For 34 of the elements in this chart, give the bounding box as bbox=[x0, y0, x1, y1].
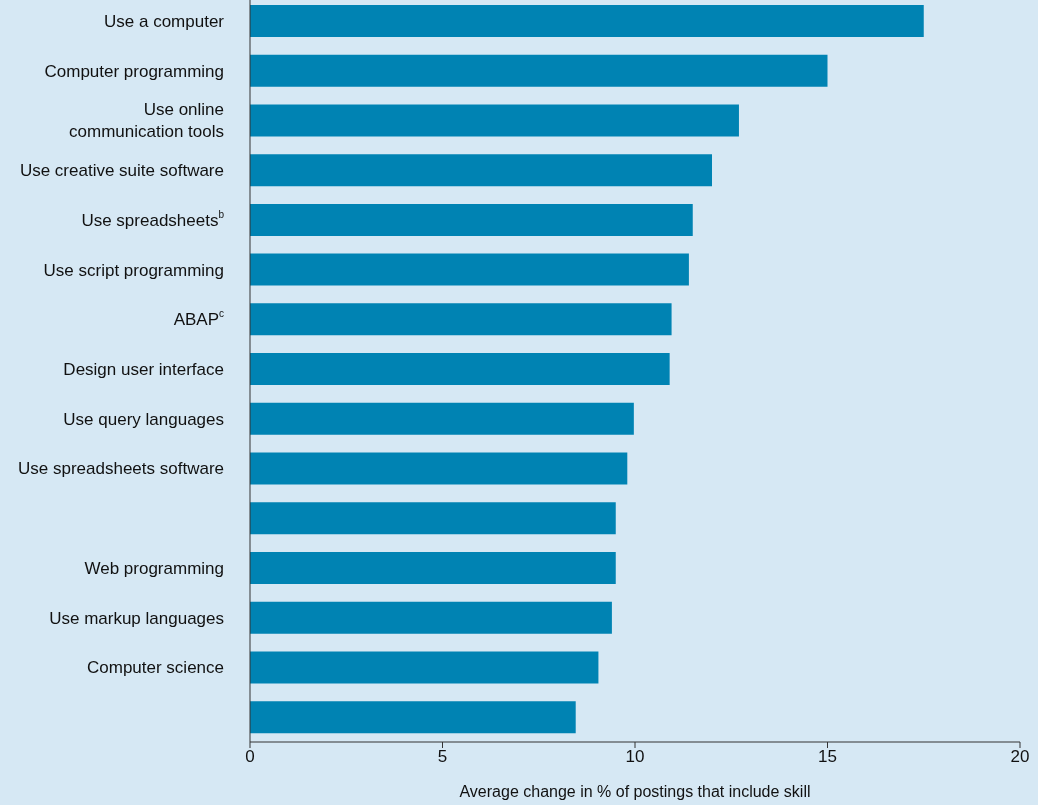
y-tick-label: Use creative suite software bbox=[19, 160, 224, 180]
y-tick-label: Use markup languages bbox=[49, 608, 224, 628]
bar bbox=[250, 253, 689, 286]
y-tick-label: Use spreadsheets software bbox=[18, 458, 224, 478]
bar bbox=[250, 104, 739, 137]
x-tick-label: 15 bbox=[818, 747, 837, 767]
bar bbox=[250, 303, 672, 336]
x-tick-label: 20 bbox=[1010, 747, 1030, 767]
x-tick-label: 10 bbox=[625, 747, 645, 767]
y-tick-label: ABAP$^{c}$ bbox=[173, 308, 224, 329]
x-tick-label: 0 bbox=[245, 747, 255, 767]
y-tick-label: Web programming bbox=[84, 558, 224, 578]
bar bbox=[250, 601, 612, 634]
bar bbox=[250, 4, 924, 37]
bar bbox=[250, 353, 670, 386]
y-tick-label: Computer programming bbox=[44, 61, 224, 81]
bar bbox=[250, 701, 576, 734]
y-tick-label: Design user interface bbox=[63, 359, 224, 379]
y-tick-label: Use a computer bbox=[104, 11, 225, 31]
bar bbox=[250, 502, 616, 535]
y-tick-label: Computer science bbox=[86, 657, 224, 677]
bar bbox=[250, 402, 634, 435]
bar bbox=[250, 552, 616, 585]
y-tick-label: Use script programming bbox=[43, 260, 224, 280]
y-tick-label: Use online communication tools bbox=[69, 99, 224, 141]
x-tick-label: 5 bbox=[437, 747, 448, 767]
x-axis-title: Average change in % of postings that include skill bbox=[459, 783, 811, 800]
bar bbox=[250, 154, 712, 187]
y-tick-label: Use spreadsheets$^{b}$ bbox=[81, 208, 225, 230]
bar bbox=[250, 651, 599, 684]
y-tick-label: Use query languages bbox=[63, 409, 224, 429]
bar bbox=[250, 452, 628, 485]
bar bbox=[250, 54, 828, 87]
bar bbox=[250, 203, 693, 236]
